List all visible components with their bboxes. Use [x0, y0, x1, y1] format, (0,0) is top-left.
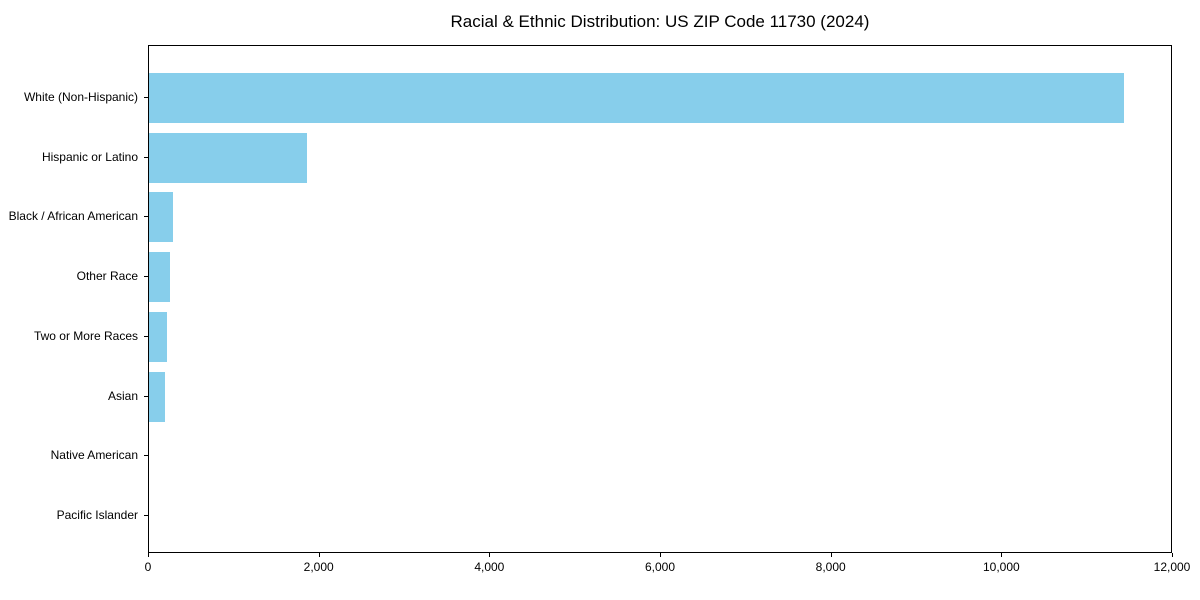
bar-other-race: [149, 252, 170, 303]
y-tick-mark: [144, 335, 148, 337]
bar-two-or-more-races: [149, 311, 167, 362]
chart-title: Racial & Ethnic Distribution: US ZIP Cod…: [450, 12, 870, 31]
x-tick-label: 10,000: [982, 560, 1020, 574]
x-tick-label: 8,000: [815, 560, 846, 574]
x-tick-label: 12,000: [1153, 560, 1191, 574]
y-tick-label-two-or-more-races: Two or More Races: [33, 328, 138, 343]
x-tick-label: 0: [144, 560, 152, 574]
bar-asian: [149, 371, 165, 422]
x-tick-mark: [660, 553, 661, 557]
bar-hispanic-or-latino: [149, 132, 307, 183]
y-tick-label-pacific-islander: Pacific Islander: [56, 507, 138, 522]
y-tick-mark: [144, 97, 148, 98]
x-tick-mark: [1001, 553, 1003, 557]
y-tick-label-other-race: Other Race: [76, 269, 138, 284]
x-tick-mark: [830, 553, 832, 557]
y-tick-mark: [144, 276, 148, 278]
x-tick-label: 4,000: [474, 560, 505, 574]
x-tick-mark: [1172, 553, 1173, 557]
plot-area: [148, 45, 1172, 553]
bar-black-african-american: [149, 192, 173, 243]
y-tick-label-black-african-american: Black / African American: [8, 209, 138, 224]
y-tick-mark: [144, 156, 148, 158]
x-tick-mark: [489, 553, 491, 557]
y-tick-label-native-american: Native American: [50, 448, 138, 463]
bar-white-non-hispanic: [149, 73, 1125, 123]
y-tick-label-asian: Asian: [107, 388, 138, 403]
y-tick-mark: [144, 514, 148, 516]
y-tick-label-hispanic-or-latino: Hispanic or Latino: [41, 149, 138, 164]
y-tick-label-white-non-hispanic: White (Non-Hispanic): [23, 90, 138, 104]
y-tick-mark: [144, 395, 148, 397]
x-tick-mark: [148, 553, 149, 557]
x-tick-label: 2,000: [303, 560, 334, 574]
y-tick-mark: [144, 455, 148, 457]
x-tick-mark: [318, 553, 320, 557]
y-tick-mark: [144, 216, 148, 218]
x-tick-label: 6,000: [644, 560, 676, 574]
